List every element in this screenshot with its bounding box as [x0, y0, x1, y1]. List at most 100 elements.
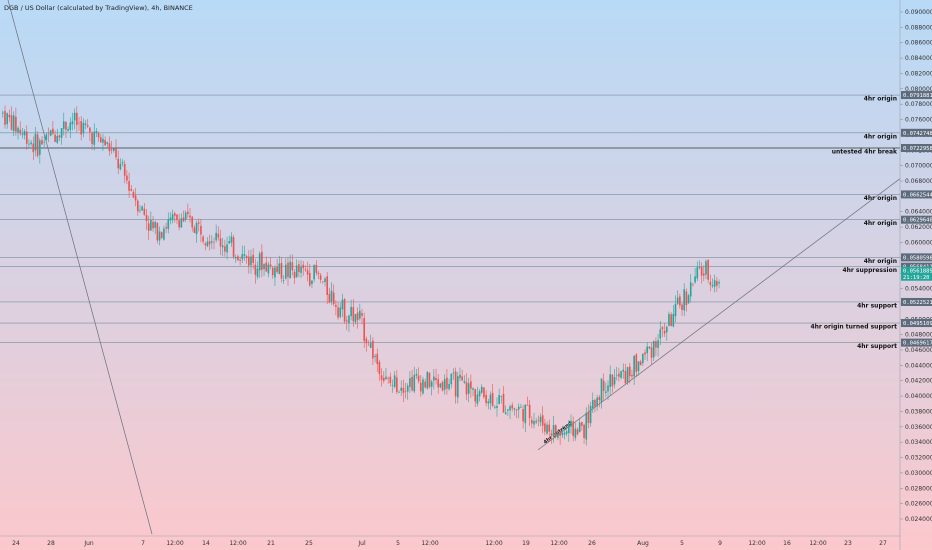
candle-body [520, 406, 522, 408]
candle-body [197, 222, 200, 224]
candle-body [291, 262, 294, 271]
candle-body [393, 375, 396, 387]
candle-body [367, 344, 370, 346]
y-tick-label: 0.04000000 [905, 393, 932, 400]
candle-body [602, 380, 605, 391]
candle-body [398, 392, 400, 393]
x-tick-label: 12:00 [485, 540, 502, 547]
candle-body [376, 353, 379, 365]
x-tick-label: 5 [680, 540, 684, 547]
level-label: 4hr origin [864, 133, 897, 140]
candle-body [15, 116, 17, 132]
candle-body [600, 378, 603, 403]
candle-body [147, 223, 150, 231]
candle-body [295, 265, 298, 277]
candle-body [378, 362, 381, 374]
candle-body [446, 377, 448, 389]
candle-body [230, 236, 233, 243]
candle-body [500, 396, 503, 397]
candle-body [415, 373, 418, 376]
candle-body [700, 267, 703, 276]
x-tick-label: 12:00 [166, 540, 183, 547]
candle-body [711, 284, 714, 287]
x-tick-label: 12:00 [421, 540, 438, 547]
level-label: 4hr suppression [842, 267, 897, 274]
candle-body [531, 419, 533, 424]
candle-body [67, 129, 69, 132]
y-tick-label: 0.07800000 [905, 101, 932, 108]
candle-body [517, 406, 520, 410]
level-label: 4hr origin [864, 96, 897, 103]
y-tick-label: 0.09000000 [905, 9, 932, 16]
candle-body [278, 263, 281, 274]
candle-body [400, 387, 403, 391]
candle-body [642, 353, 644, 364]
level-price-badge [901, 128, 932, 137]
candle-body [113, 148, 115, 151]
candle-body [150, 219, 152, 231]
x-tick-label: 16 [783, 540, 791, 547]
candle-body [689, 282, 692, 297]
candle-body [274, 267, 276, 278]
candle-body [461, 376, 463, 381]
candle-body [554, 425, 557, 437]
candle-body [622, 369, 625, 372]
candle-body [572, 421, 574, 436]
candle-body [287, 262, 289, 277]
candle-body [332, 292, 335, 305]
candle-body [285, 264, 287, 279]
candle-body [339, 307, 342, 317]
candle-body [224, 246, 226, 252]
candle-body [406, 385, 409, 392]
x-tick-label: 25 [305, 540, 313, 547]
candle-body [618, 373, 620, 377]
candle-body [502, 394, 505, 413]
candle-body [47, 133, 50, 135]
candle-body [570, 420, 572, 427]
x-tick-label: 12:00 [748, 540, 765, 547]
candle-body [387, 377, 389, 379]
candle-body [626, 367, 629, 383]
candle-body [467, 383, 470, 394]
candle-body [657, 340, 659, 348]
level-price-badge [901, 253, 932, 262]
candle-body [452, 372, 455, 374]
y-tick-label: 0.06400000 [905, 209, 932, 216]
candle-body [71, 121, 74, 125]
candle-body [568, 425, 570, 434]
candle-body [132, 191, 135, 198]
candle-body [359, 310, 361, 319]
candle-body [687, 295, 690, 304]
candle-body [454, 371, 457, 397]
ascending-trendline[interactable] [537, 178, 901, 451]
candle-body [498, 395, 500, 405]
candle-body [709, 282, 712, 285]
candle-body [2, 112, 4, 114]
level-price-badge [901, 215, 932, 224]
candle-body [228, 240, 231, 244]
candle-body [659, 329, 662, 339]
x-tick-label: 5 [396, 540, 400, 547]
candle-body [585, 412, 588, 440]
candle-body [646, 346, 649, 354]
candle-body [247, 256, 250, 266]
candle-body [705, 261, 707, 275]
candle-body [496, 405, 498, 408]
candle-body [539, 416, 542, 423]
candle-body [62, 121, 65, 129]
candle-body [665, 326, 668, 333]
candle-body [193, 227, 196, 233]
candle-body [472, 388, 474, 390]
candle-body [679, 296, 681, 306]
candle-body [391, 384, 394, 386]
candle-body [86, 125, 89, 127]
candle-body [487, 401, 490, 404]
candle-body [661, 327, 664, 330]
candle-body [456, 376, 459, 398]
candle-body [591, 400, 594, 409]
candle-body [648, 346, 651, 349]
candle-body [8, 114, 11, 118]
descending-trendline[interactable] [7, 0, 153, 535]
